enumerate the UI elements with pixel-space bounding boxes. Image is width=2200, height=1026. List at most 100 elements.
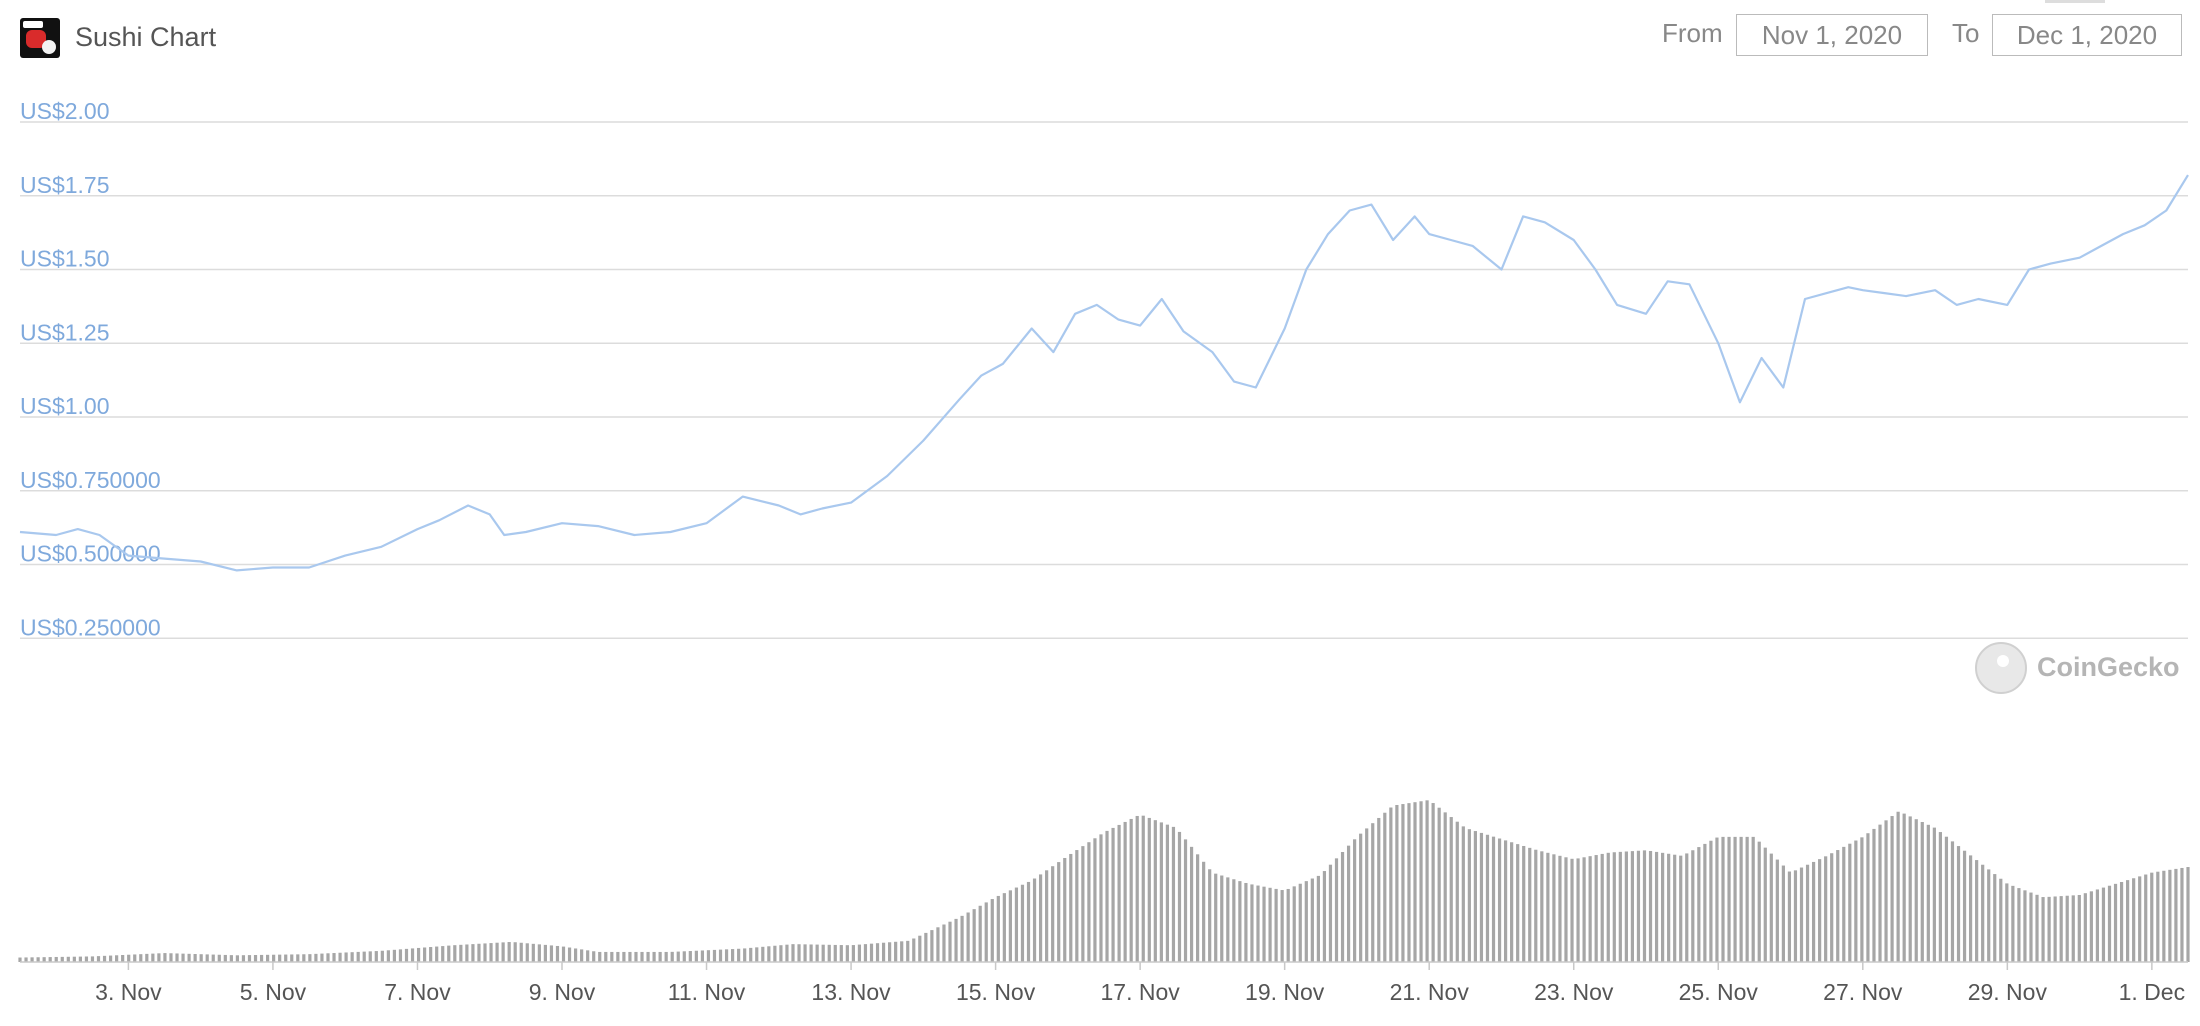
- volume-bar: [278, 954, 282, 962]
- volume-bar: [1987, 869, 1991, 962]
- volume-bar: [72, 956, 76, 962]
- volume-bar: [392, 949, 397, 962]
- volume-bar: [247, 955, 252, 962]
- volume-bar: [1781, 865, 1785, 962]
- volume-bar: [1582, 857, 1586, 962]
- volume-bar: [465, 944, 469, 962]
- volume-bar: [1304, 881, 1308, 962]
- from-label: From: [1662, 18, 1723, 48]
- volume-bar: [2011, 885, 2015, 962]
- coingecko-watermark: CoinGecko: [1975, 640, 2180, 700]
- volume-bar: [1026, 881, 1031, 962]
- x-tick-label: 13. Nov: [811, 979, 891, 1005]
- volume-bar: [1981, 864, 1985, 962]
- volume-bar: [386, 950, 390, 962]
- volume-bar: [1721, 836, 1725, 962]
- volume-bar: [199, 954, 203, 962]
- to-label: To: [1952, 18, 1980, 48]
- volume-bar: [543, 944, 547, 962]
- volume-bar: [1890, 816, 1894, 962]
- volume-bar: [2035, 894, 2039, 962]
- to-date-input[interactable]: Dec 1, 2020: [1992, 14, 2182, 56]
- volume-bar: [1177, 831, 1182, 962]
- volume-bar: [1818, 859, 1822, 962]
- volume-bar: [1147, 817, 1151, 962]
- volume-bar: [145, 953, 149, 962]
- volume-bar: [1111, 827, 1115, 962]
- volume-bar: [731, 949, 735, 962]
- volume-bar: [187, 953, 191, 962]
- volume-bar: [1799, 867, 1804, 962]
- volume-bar: [1830, 853, 1834, 962]
- volume-bar: [2065, 895, 2069, 962]
- volume-bar: [2156, 871, 2160, 962]
- volume-bar: [996, 895, 1000, 962]
- volume-bar: [416, 947, 421, 962]
- volume-bar: [706, 950, 711, 962]
- volume-bar: [1153, 820, 1157, 962]
- volume-bar: [1697, 847, 1701, 962]
- volume-bar: [1950, 841, 1955, 962]
- volume-bar: [1286, 888, 1290, 962]
- volume-bar: [519, 942, 523, 962]
- volume-bar: [1606, 852, 1610, 962]
- volume-bar: [429, 947, 433, 962]
- volume-bar: [1962, 850, 1967, 962]
- volume-bar: [229, 955, 233, 962]
- volume-bar: [640, 951, 644, 962]
- volume-bar: [1854, 840, 1858, 962]
- volume-bar: [90, 956, 95, 962]
- x-tick-label: 3. Nov: [95, 979, 162, 1005]
- volume-bar: [531, 943, 535, 962]
- volume-bar: [1165, 824, 1170, 962]
- volume-bar: [1516, 844, 1520, 962]
- volume-bar: [1763, 847, 1767, 962]
- volume-bar: [1552, 854, 1556, 962]
- from-date-input[interactable]: Nov 1, 2020: [1736, 14, 1928, 56]
- volume-bar: [2083, 893, 2087, 962]
- volume-bar: [1757, 841, 1761, 962]
- volume-bar: [1558, 855, 1562, 962]
- volume-bar: [2132, 878, 2136, 962]
- volume-bar: [1189, 846, 1194, 962]
- volume-bar: [869, 943, 874, 962]
- volume-bar: [1938, 832, 1943, 962]
- volume-bar: [1238, 881, 1242, 962]
- volume-bar: [296, 954, 300, 962]
- volume-bar: [1081, 846, 1085, 962]
- x-tick-label: 25. Nov: [1679, 979, 1759, 1005]
- y-tick-label: US$0.250000: [20, 614, 161, 640]
- volume-bar: [2174, 868, 2178, 962]
- volume-bar: [2150, 872, 2154, 962]
- volume-bar: [24, 957, 28, 962]
- volume-bar: [1353, 839, 1357, 962]
- volume-bar: [410, 948, 415, 962]
- y-axis-labels: US$2.00 US$1.75 US$1.50 US$1.25 US$1.00 US$0.…: [20, 98, 161, 640]
- volume-bar: [857, 944, 862, 962]
- x-tick-label: 17. Nov: [1101, 979, 1181, 1005]
- volume-bar: [471, 944, 475, 962]
- volume-bar: [1395, 804, 1399, 962]
- volume-bar: [1703, 843, 1707, 962]
- volume-bar: [930, 930, 934, 962]
- volume-bar: [1932, 827, 1936, 962]
- y-tick-label: US$1.25: [20, 319, 110, 345]
- volume-bar: [1908, 816, 1912, 962]
- volume-bar: [78, 956, 82, 962]
- volume-bar: [1274, 888, 1278, 962]
- volume-bar: [133, 954, 137, 962]
- volume-bar: [513, 942, 517, 962]
- volume-bar: [332, 953, 336, 962]
- volume-bar: [833, 944, 837, 962]
- volume-bar: [1510, 842, 1514, 962]
- volume-bar: [561, 946, 566, 962]
- volume-bar: [344, 952, 348, 962]
- volume-bar: [2023, 890, 2027, 962]
- volume-bar: [1202, 861, 1206, 962]
- volume-bar: [1256, 885, 1260, 962]
- volume-bar: [1860, 837, 1864, 962]
- volume-bar: [1709, 840, 1713, 962]
- volume-bar: [42, 957, 46, 962]
- volume-bar: [1316, 875, 1320, 962]
